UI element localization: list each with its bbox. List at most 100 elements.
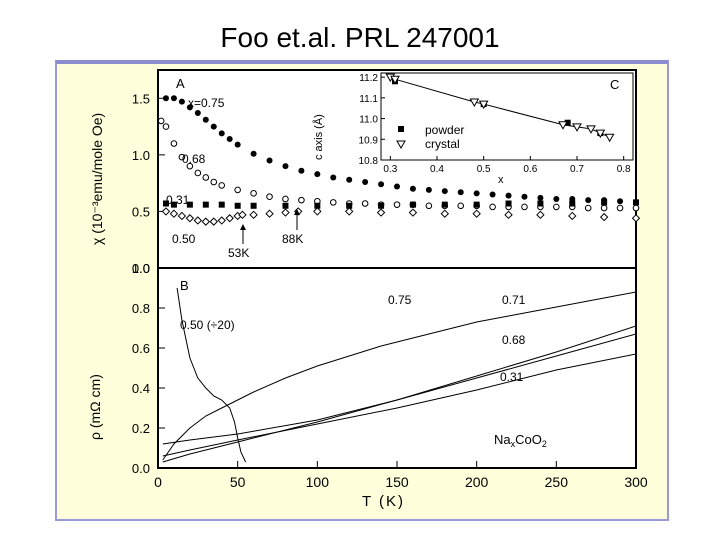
x-axis-label: T (K) <box>362 493 405 510</box>
legend-powder-marker <box>398 126 404 132</box>
label-050: 0.50 <box>172 232 196 246</box>
point-a-0 <box>298 167 305 174</box>
point-a-3 <box>217 216 226 225</box>
point-a-2 <box>162 200 169 207</box>
point-a-0 <box>537 194 544 201</box>
point-a-0 <box>585 197 592 204</box>
curve-label-031: 0.31 <box>500 370 524 384</box>
point-a-3 <box>209 217 218 226</box>
inset-panel-label: C <box>610 77 619 92</box>
point-a-1 <box>210 178 218 186</box>
inset-ytick-label: 11.2 <box>359 73 378 84</box>
point-a-1 <box>194 169 202 177</box>
point-a-0 <box>226 136 233 143</box>
point-a-3 <box>344 207 354 216</box>
point-a-0 <box>457 189 464 196</box>
panel-a-ytick-label: 1.0 <box>132 148 150 163</box>
point-a-0 <box>505 192 512 199</box>
point-a-1 <box>584 204 592 212</box>
point-a-0 <box>218 130 225 137</box>
point-a-0 <box>330 174 337 181</box>
point-a-3 <box>193 216 203 225</box>
inset-ytick-label: 11.0 <box>359 115 378 126</box>
point-a-2 <box>441 201 448 208</box>
point-a-2 <box>282 202 289 209</box>
curve-label-050: 0.50 (÷20) <box>180 318 235 332</box>
point-a-2 <box>505 200 512 207</box>
curve-label-075: 0.75 <box>388 293 412 307</box>
inset-ticks: 0.3 0.4 0.5 0.6 0.7 0.8 11.2 11.1 11.0 10.9 10.8 <box>359 73 632 175</box>
point-a-3 <box>201 217 211 226</box>
point-a-0 <box>394 183 400 190</box>
resistivity-curve-4 <box>176 287 247 463</box>
point-a-0 <box>314 171 321 178</box>
panel-b-ytick-label: 0.8 <box>132 301 150 316</box>
label-068: 0.68 <box>182 152 206 166</box>
point-a-1 <box>425 202 433 210</box>
resistivity-curve-0 <box>162 291 637 461</box>
point-a-2 <box>537 200 544 207</box>
annotation-53k: 53K <box>228 246 249 260</box>
point-a-1 <box>157 117 165 125</box>
point-a-0 <box>178 98 185 105</box>
point-a-2 <box>234 202 241 209</box>
point-a-1 <box>457 202 465 210</box>
point-a-2 <box>218 201 225 208</box>
point-a-0 <box>569 195 576 202</box>
point-a-0 <box>617 198 624 205</box>
point-a-1 <box>250 190 257 197</box>
inset-xtick-label: 0.6 <box>523 164 537 175</box>
point-a-0 <box>210 123 217 130</box>
point-a-1 <box>489 203 496 211</box>
point-a-3 <box>265 209 274 218</box>
point-a-0 <box>378 181 385 188</box>
arrow-88k-head <box>294 209 300 215</box>
resistivity-curve-3 <box>162 353 637 457</box>
point-a-0 <box>170 95 177 102</box>
annotation-88k: 88K <box>282 232 303 246</box>
inset-point-crystal <box>558 121 568 130</box>
panel-b-xtick-label: 200 <box>465 474 489 490</box>
panel-b-label: B <box>180 278 189 293</box>
curve-label-068: 0.68 <box>502 333 526 347</box>
inset-point-crystal <box>604 133 615 143</box>
inset-xtick-label: 0.8 <box>617 164 631 175</box>
curve-label-071: 0.71 <box>502 293 526 307</box>
point-a-1 <box>266 193 273 201</box>
panel-b-ytick-label: 0.6 <box>132 341 150 356</box>
panel-a-ytick-label: 0.5 <box>132 204 150 219</box>
panel-b-xtick-label: 250 <box>545 474 569 490</box>
point-a-3 <box>472 209 481 218</box>
point-a-1 <box>170 140 178 147</box>
inset-xlabel: x <box>498 174 504 186</box>
inset-point-crystal <box>390 75 400 85</box>
point-a-3 <box>313 207 322 216</box>
legend-crystal: crystal <box>425 137 460 151</box>
point-a-3 <box>631 214 641 223</box>
legend-powder: powder <box>425 123 464 137</box>
point-a-2 <box>473 201 480 208</box>
point-a-2 <box>346 202 353 209</box>
point-a-1 <box>202 174 210 181</box>
point-a-3 <box>185 214 195 223</box>
point-a-0 <box>194 109 201 116</box>
point-a-3 <box>440 209 450 218</box>
panel-b-xtick-label: 150 <box>385 474 409 490</box>
panel-b-xtick-label: 50 <box>230 474 246 490</box>
y-axis-label-a: χ (10⁻³emu/mole Oe) <box>89 113 105 245</box>
panel-b-ytick-label: 0.0 <box>132 461 150 476</box>
legend-crystal-marker <box>396 140 406 150</box>
point-a-1 <box>329 199 337 206</box>
point-a-0 <box>186 104 193 111</box>
point-a-0 <box>266 157 273 164</box>
point-a-0 <box>162 95 169 102</box>
panel-a-ytick-label: 0.0 <box>132 261 150 276</box>
point-a-2 <box>314 202 321 209</box>
compound-label: NaxCoO2 <box>494 432 547 449</box>
point-a-0 <box>250 150 257 157</box>
inset-ylabel: c axis (Å) <box>312 114 325 160</box>
inset-point-crystal <box>469 98 480 108</box>
point-a-2 <box>569 200 576 207</box>
panel-b-lines <box>162 287 637 463</box>
